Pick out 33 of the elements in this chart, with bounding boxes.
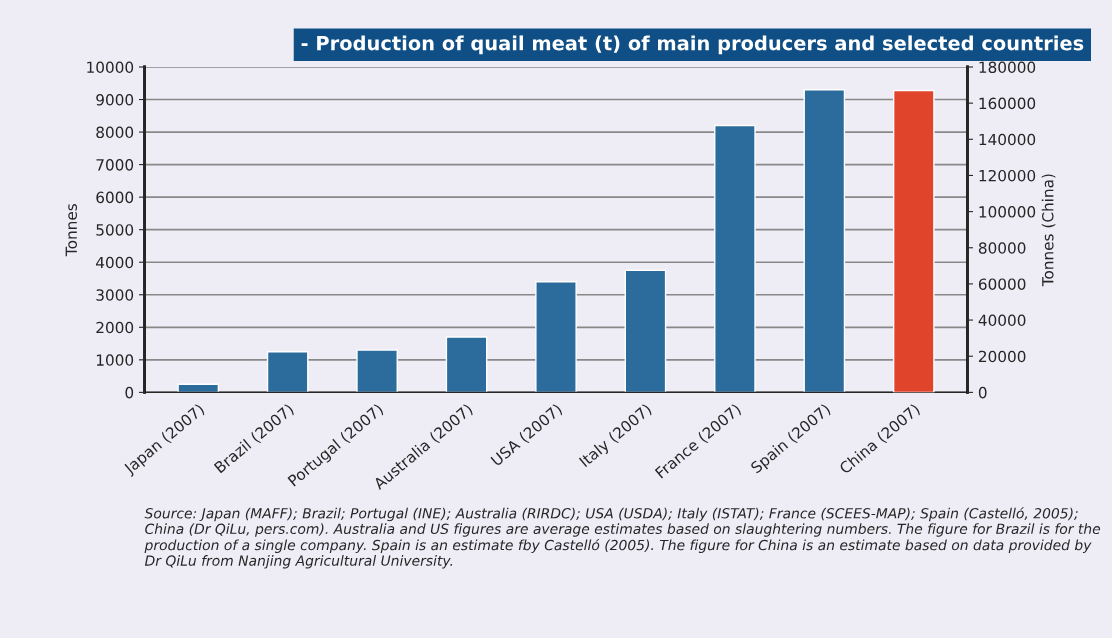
y-tick-label: 4000 [96,256,134,269]
y2-axis-title: Tonnes (China) [1041,174,1056,287]
source-note: Source: Japan (MAFF); Brazil; Portugal (INE); Australia (RIRDC); USA (USDA); Italy (ISTAT); France (SCEES-MAP); Spain (Castelló, 2005); China (Dr QiLu, pers.com). Australia and US figures are average estimates based on slaughtering numbers. The figure for Brazil is for the production of a single company. Spain is an estimate fby Castelló (2005). The figure for China is an estimate based on data provided by Dr QiLu from Nanjing Agricultural University. [144,507,1101,569]
y2-tick-label: 180000 [979,61,1036,74]
y2-tick-label: 60000 [978,278,1026,290]
y-tick-label: 8000 [96,126,134,139]
bar [803,89,846,393]
bar [624,269,667,393]
y-tick-label: 0 [125,386,134,399]
bar [445,336,488,393]
y-tick-label: 10000 [87,61,134,74]
y2-tick-label: 40000 [978,314,1026,327]
y-tick-label: 9000 [96,93,134,106]
y2-tick-label: 20000 [978,350,1026,363]
y-tick-label: 5000 [96,224,134,236]
bar [535,281,577,393]
y-tick-label: 1000 [96,354,134,366]
y-tick-label: 2000 [96,321,134,334]
bar [266,351,309,393]
y2-tick-label: 80000 [978,242,1026,254]
y-tick-label: 6000 [96,191,134,204]
y2-tick-label: 120000 [979,169,1036,182]
y2-tick-label: 0 [978,386,987,399]
bar [356,349,398,393]
bar [714,124,756,393]
chart-title: - Production of quail meat (t) of main producers and selected countries [301,35,1084,55]
y2-tick-label: 100000 [979,206,1036,218]
y-axis-title: Tonnes [65,204,78,257]
y2-tick-label: 140000 [979,133,1036,146]
y-tick-label: 7000 [96,159,134,171]
y2-tick-label: 160000 [979,97,1036,110]
bar [177,383,220,393]
y-tick-label: 3000 [96,289,134,301]
